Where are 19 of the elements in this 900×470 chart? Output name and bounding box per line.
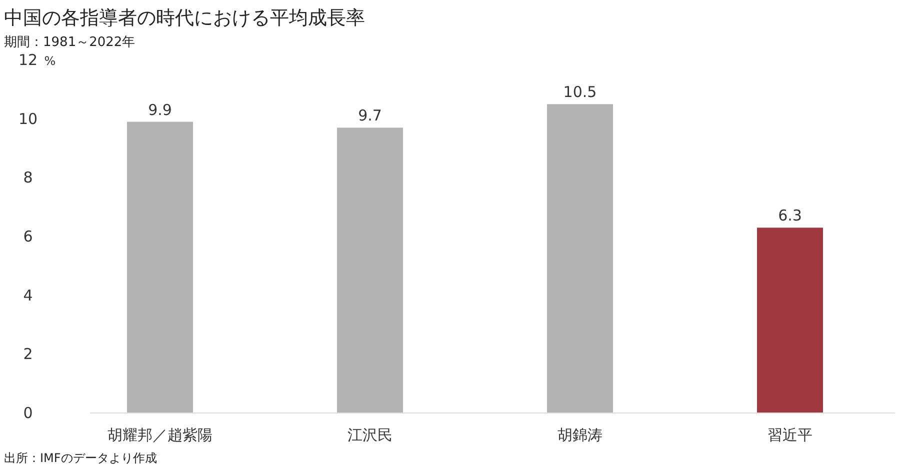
data-label: 9.7 <box>358 106 382 125</box>
annotation: 出所：IMFのデータより作成 <box>4 451 157 465</box>
ytick: 4 <box>23 286 33 304</box>
data-label: 10.5 <box>563 83 597 102</box>
xtick: 江沢民 <box>348 426 392 444</box>
title: 中国の各指導者の時代における平均成長率 <box>4 7 365 29</box>
xtick: 習近平 <box>768 426 812 444</box>
ytick: 0 <box>23 404 33 422</box>
xtick: 胡錦涛 <box>558 426 602 444</box>
data-label: 9.9 <box>148 100 172 119</box>
xtick: 胡耀邦／趙紫陽 <box>108 426 212 444</box>
data-label: 6.3 <box>778 206 802 225</box>
subtitle: 期間：1981～2022年 <box>4 35 136 50</box>
ytick: 2 <box>23 345 33 364</box>
ytick: 12 <box>18 51 38 69</box>
ytick: 6 <box>23 228 33 246</box>
ylabel: % <box>44 54 56 68</box>
ytick: 10 <box>18 110 38 128</box>
ytick: 8 <box>23 168 33 187</box>
